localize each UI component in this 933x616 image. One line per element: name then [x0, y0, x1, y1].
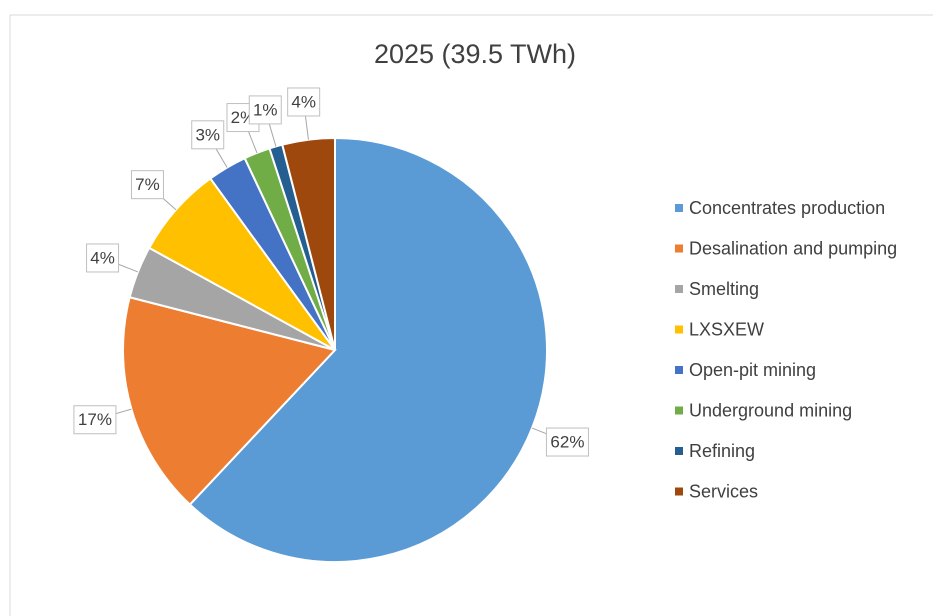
legend-swatch [675, 285, 683, 293]
legend-swatch [675, 366, 683, 374]
legend-label: Underground mining [689, 400, 852, 420]
legend-label: Concentrates production [689, 198, 885, 218]
pie-slice [122, 296, 337, 506]
legend-label: Refining [689, 441, 755, 461]
legend-swatch [675, 447, 683, 455]
data-label: 17% [78, 410, 112, 429]
legend-label: LXSXEW [689, 319, 764, 339]
data-label-box [545, 427, 589, 457]
legend-label: Desalination and pumping [689, 238, 897, 258]
data-label-box [86, 243, 120, 273]
legend-swatch [675, 204, 683, 212]
data-label: 4% [90, 248, 115, 267]
legend-label: Smelting [689, 279, 759, 299]
data-label-box [73, 405, 117, 435]
data-label-box [248, 95, 282, 125]
data-label: 3% [195, 125, 220, 144]
data-label: 4% [291, 92, 316, 111]
legend-label: Services [689, 481, 758, 501]
legend-swatch [675, 325, 683, 334]
legend-swatch [675, 244, 683, 253]
data-label: 1% [253, 100, 278, 119]
pie-slice [188, 136, 548, 563]
data-label: 62% [550, 433, 584, 452]
legend-swatch [675, 406, 683, 415]
pie-slice [281, 136, 336, 351]
legend-swatch [675, 487, 683, 496]
data-label-box [130, 170, 164, 200]
data-label-box [287, 87, 321, 117]
chart-title: 2025 (39.5 TWh) [374, 39, 576, 69]
data-label: 7% [135, 175, 160, 194]
legend-label: Open-pit mining [689, 360, 816, 380]
data-label-box [191, 120, 225, 150]
